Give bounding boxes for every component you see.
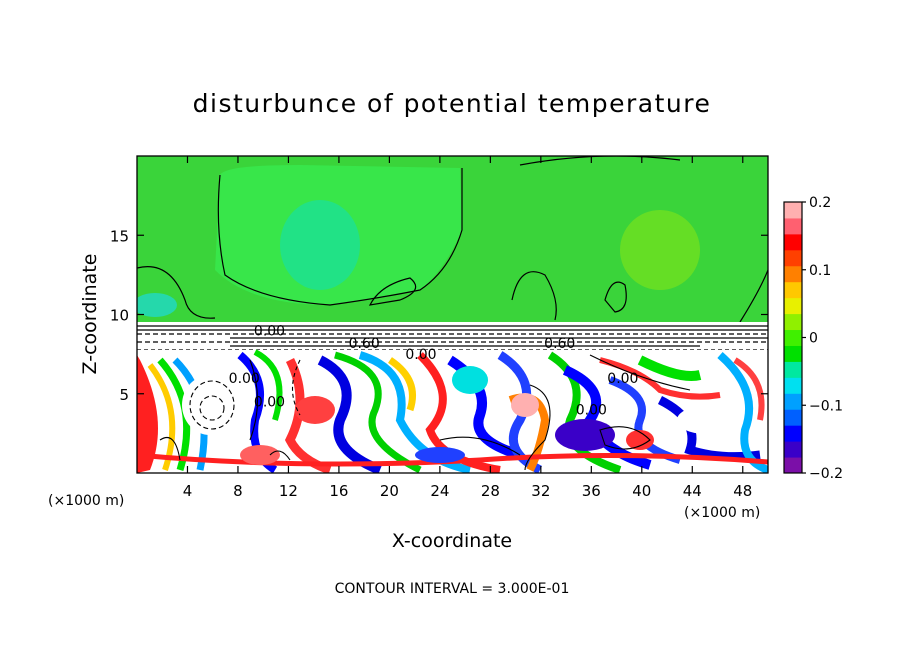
- x-tick-label: 44: [683, 482, 702, 500]
- x-tick-label: 20: [380, 482, 399, 500]
- colorbar-swatch: [784, 249, 802, 267]
- colorbar: [783, 201, 803, 474]
- y-tick-label: 10: [110, 307, 129, 325]
- colorbar-swatch: [784, 425, 802, 442]
- contour-label: 0.60: [544, 336, 575, 352]
- colorbar-swatch: [784, 313, 802, 331]
- x-axis-ticks: 4 8 12 16 20 24 28 32 36 40 44 48: [183, 156, 752, 500]
- contour-label: 0.00: [405, 347, 436, 363]
- colorbar-swatch: [784, 345, 802, 362]
- colorbar-tick-label: 0.2: [809, 195, 831, 211]
- contour-label: 0.00: [254, 323, 285, 339]
- lower-contours: [159, 354, 691, 471]
- x-tick-label: 24: [430, 482, 449, 500]
- x-tick-label: 12: [279, 482, 298, 500]
- colorbar-tick-label: −0.2: [809, 466, 843, 482]
- inversion-contours: [137, 325, 768, 351]
- contour-label: 0.00: [254, 395, 285, 411]
- upper-patch-cool: [280, 200, 360, 290]
- colorbar-swatch: [784, 377, 802, 394]
- x-axis-unit: (×1000 m): [684, 505, 760, 521]
- colorbar-swatch: [784, 457, 802, 474]
- y-tick-label: 5: [119, 386, 129, 404]
- x-tick-label: 32: [531, 482, 550, 500]
- x-tick-label: 8: [233, 482, 243, 500]
- y-axis-unit: (×1000 m): [48, 493, 124, 509]
- colorbar-tick-label: −0.1: [809, 398, 843, 414]
- plot-field: [137, 156, 768, 473]
- chart-title: disturbunce of potential temperature: [193, 89, 712, 118]
- x-tick-label: 48: [733, 482, 752, 500]
- x-tick-label: 4: [183, 482, 193, 500]
- contour-labels: 0.000.60 0.600.000.000.000.000.00: [229, 323, 639, 418]
- colorbar-swatch: [784, 233, 802, 251]
- colorbar-ticks: 0.2 0.1 0 −0.1 −0.2: [802, 195, 843, 482]
- x-tick-label: 28: [481, 482, 500, 500]
- y-tick-label: 15: [110, 227, 129, 245]
- x-tick-label: 36: [582, 482, 601, 500]
- colorbar-tick-label: 0: [809, 331, 818, 347]
- colorbar-swatch: [784, 409, 802, 426]
- contour-label: 0.00: [229, 371, 260, 387]
- colorbar-tick-label: 0.1: [809, 263, 831, 279]
- colorbar-swatch: [784, 217, 802, 235]
- contour-label: 0.60: [349, 336, 380, 352]
- y-axis-ticks: 5 10 15: [110, 227, 768, 404]
- y-axis-label: Z-coordinate: [79, 254, 101, 375]
- colorbar-swatch: [784, 393, 802, 410]
- colorbar-swatch: [784, 265, 802, 283]
- contour-label: 0.00: [607, 371, 638, 387]
- colorbar-swatch: [784, 329, 802, 346]
- colorbar-swatch: [784, 361, 802, 378]
- colorbar-swatch: [784, 297, 802, 315]
- upper-patch-cool-left: [137, 293, 177, 317]
- contour-interval-note: CONTOUR INTERVAL = 3.000E-01: [335, 581, 570, 597]
- inversion-band: [137, 322, 768, 350]
- upper-patch-warm: [620, 210, 700, 290]
- colorbar-swatch: [784, 202, 802, 219]
- x-tick-label: 40: [632, 482, 651, 500]
- contour-label: 0.00: [576, 403, 607, 419]
- lower-layer-blobs: [137, 349, 768, 473]
- colorbar-swatch: [784, 441, 802, 458]
- colorbar-swatch: [784, 281, 802, 299]
- x-axis-label: X-coordinate: [392, 530, 512, 552]
- x-tick-label: 16: [329, 482, 348, 500]
